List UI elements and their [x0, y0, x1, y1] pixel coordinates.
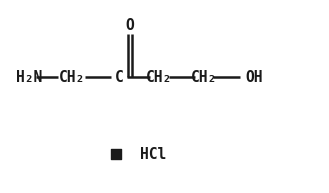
Text: H₂N: H₂N — [16, 70, 42, 85]
Text: HCl: HCl — [140, 147, 166, 162]
Text: CH₂: CH₂ — [146, 70, 172, 85]
Text: CH₂: CH₂ — [191, 70, 217, 85]
Text: CH₂: CH₂ — [59, 70, 85, 85]
Text: C: C — [115, 70, 124, 85]
Point — [113, 152, 118, 155]
Text: OH: OH — [245, 70, 263, 85]
Text: O: O — [126, 18, 134, 33]
